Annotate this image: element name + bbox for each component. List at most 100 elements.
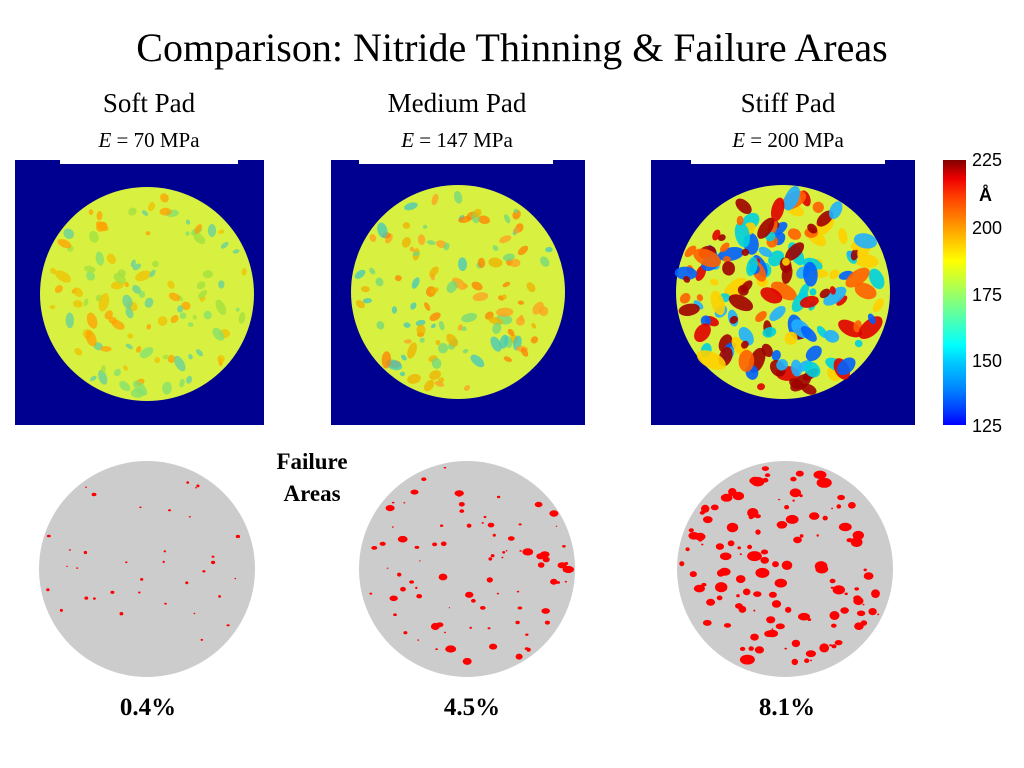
thickness-texture-blob	[757, 217, 775, 239]
failure-spot	[685, 547, 690, 552]
failure-spot	[448, 607, 450, 609]
thickness-texture-blob	[130, 259, 136, 268]
failure-spot	[747, 544, 753, 550]
failure-spot	[771, 628, 774, 630]
thickness-texture-blob	[490, 336, 502, 352]
thickness-texture-blob	[128, 207, 137, 216]
thickness-texture-blob	[538, 306, 549, 316]
thickness-texture-blob	[203, 310, 212, 320]
thickness-texture-blob	[369, 234, 377, 242]
failure-spot	[822, 515, 828, 521]
failure-spot	[459, 509, 465, 513]
failure-label-line: Areas	[283, 481, 341, 506]
failure-spot	[774, 578, 787, 588]
thickness-texture-blob	[530, 336, 539, 344]
failure-spot	[863, 572, 874, 580]
thickness-texture-blob	[845, 267, 870, 288]
thickness-texture-blob	[854, 282, 877, 300]
thickness-texture-blob	[50, 267, 57, 275]
failure-spot	[798, 612, 810, 621]
thickness-texture-blob	[723, 255, 731, 263]
failure-spot	[760, 556, 769, 564]
failure-spot	[747, 551, 762, 562]
colorbar-tick: 125	[972, 416, 1003, 436]
thickness-texture-blob	[458, 216, 472, 224]
failure-spot	[792, 499, 795, 502]
thickness-texture-blob	[162, 354, 169, 360]
failure-spot	[200, 638, 204, 641]
thickness-texture-blob	[762, 327, 777, 338]
failure-spot	[432, 542, 438, 547]
thickness-texture-blob	[437, 343, 449, 354]
failure-spot	[720, 493, 733, 502]
thickness-texture-blob	[98, 369, 108, 385]
failure-spot	[747, 508, 759, 518]
failure-spot	[76, 567, 79, 569]
thickness-texture-blob	[761, 343, 773, 358]
thickness-texture-blob	[101, 365, 106, 374]
failure-spot	[540, 551, 550, 558]
failure-spot	[397, 572, 402, 577]
thickness-texture-blob	[712, 229, 721, 241]
failure-spot	[850, 537, 863, 548]
stiff-pad-modulus: E = 200 MPa	[658, 128, 918, 152]
thickness-texture-blob	[220, 241, 229, 249]
failure-spot	[421, 477, 427, 481]
failure-spot	[831, 507, 834, 510]
thickness-texture-blob	[122, 294, 133, 309]
thickness-texture-blob	[462, 348, 469, 354]
thickness-texture-blob	[192, 314, 197, 320]
medium-pad-failure-percent: 4.5%	[443, 694, 501, 721]
thickness-texture-blob	[139, 346, 154, 359]
failure-spot	[480, 606, 486, 610]
failure-spot	[784, 505, 790, 510]
thickness-texture-blob	[124, 281, 129, 288]
thickness-texture-blob	[746, 256, 758, 277]
failure-spot	[66, 565, 68, 567]
failure-spot	[868, 608, 877, 616]
thickness-texture-blob	[135, 270, 151, 282]
thickness-texture-blob	[799, 295, 819, 308]
modulus-value: = 200 MPa	[745, 128, 844, 152]
failure-spot	[739, 646, 746, 651]
failure-spot	[416, 594, 423, 599]
thickness-texture-blob	[734, 221, 751, 248]
thickness-texture-blob	[868, 268, 885, 290]
thickness-texture-blob	[215, 299, 227, 316]
thickness-texture-blob	[98, 293, 110, 312]
thickness-texture-blob	[431, 357, 442, 369]
thickness-texture-blob	[693, 300, 704, 310]
failure-spot	[856, 610, 866, 617]
failure-spot	[471, 598, 476, 603]
thickness-texture-blob	[683, 275, 691, 283]
thickness-texture-blob	[709, 278, 719, 286]
thickness-texture-blob	[391, 306, 398, 314]
thickness-texture-blob	[499, 235, 512, 244]
thickness-texture-blob	[362, 298, 372, 304]
failure-spot	[525, 633, 529, 636]
failure-spot	[400, 586, 406, 592]
medium-pad-thickness-map	[331, 160, 585, 425]
failure-spot	[46, 534, 51, 538]
thickness-texture-blob	[801, 383, 817, 395]
failure-spot	[84, 596, 89, 600]
thickness-texture-blob	[410, 302, 417, 310]
failure-spot	[85, 486, 87, 488]
thickness-texture-blob	[431, 193, 439, 206]
failure-spot	[790, 476, 797, 482]
failure-spot	[793, 493, 797, 497]
thickness-texture-blob	[804, 361, 821, 378]
thickness-texture-blob	[472, 292, 489, 302]
failure-spot	[831, 623, 837, 628]
failure-wafer-disk	[359, 461, 575, 677]
thickness-texture-blob	[241, 268, 247, 276]
thickness-texture-blob	[360, 285, 370, 293]
failure-spot	[59, 608, 63, 612]
failure-spot	[836, 504, 842, 509]
thickness-texture-blob	[785, 242, 805, 261]
failure-spot	[760, 549, 769, 555]
thickness-texture-blob	[430, 287, 439, 294]
failure-spot	[766, 616, 776, 624]
failure-spot	[848, 502, 856, 509]
thickness-texture-blob	[478, 215, 490, 225]
